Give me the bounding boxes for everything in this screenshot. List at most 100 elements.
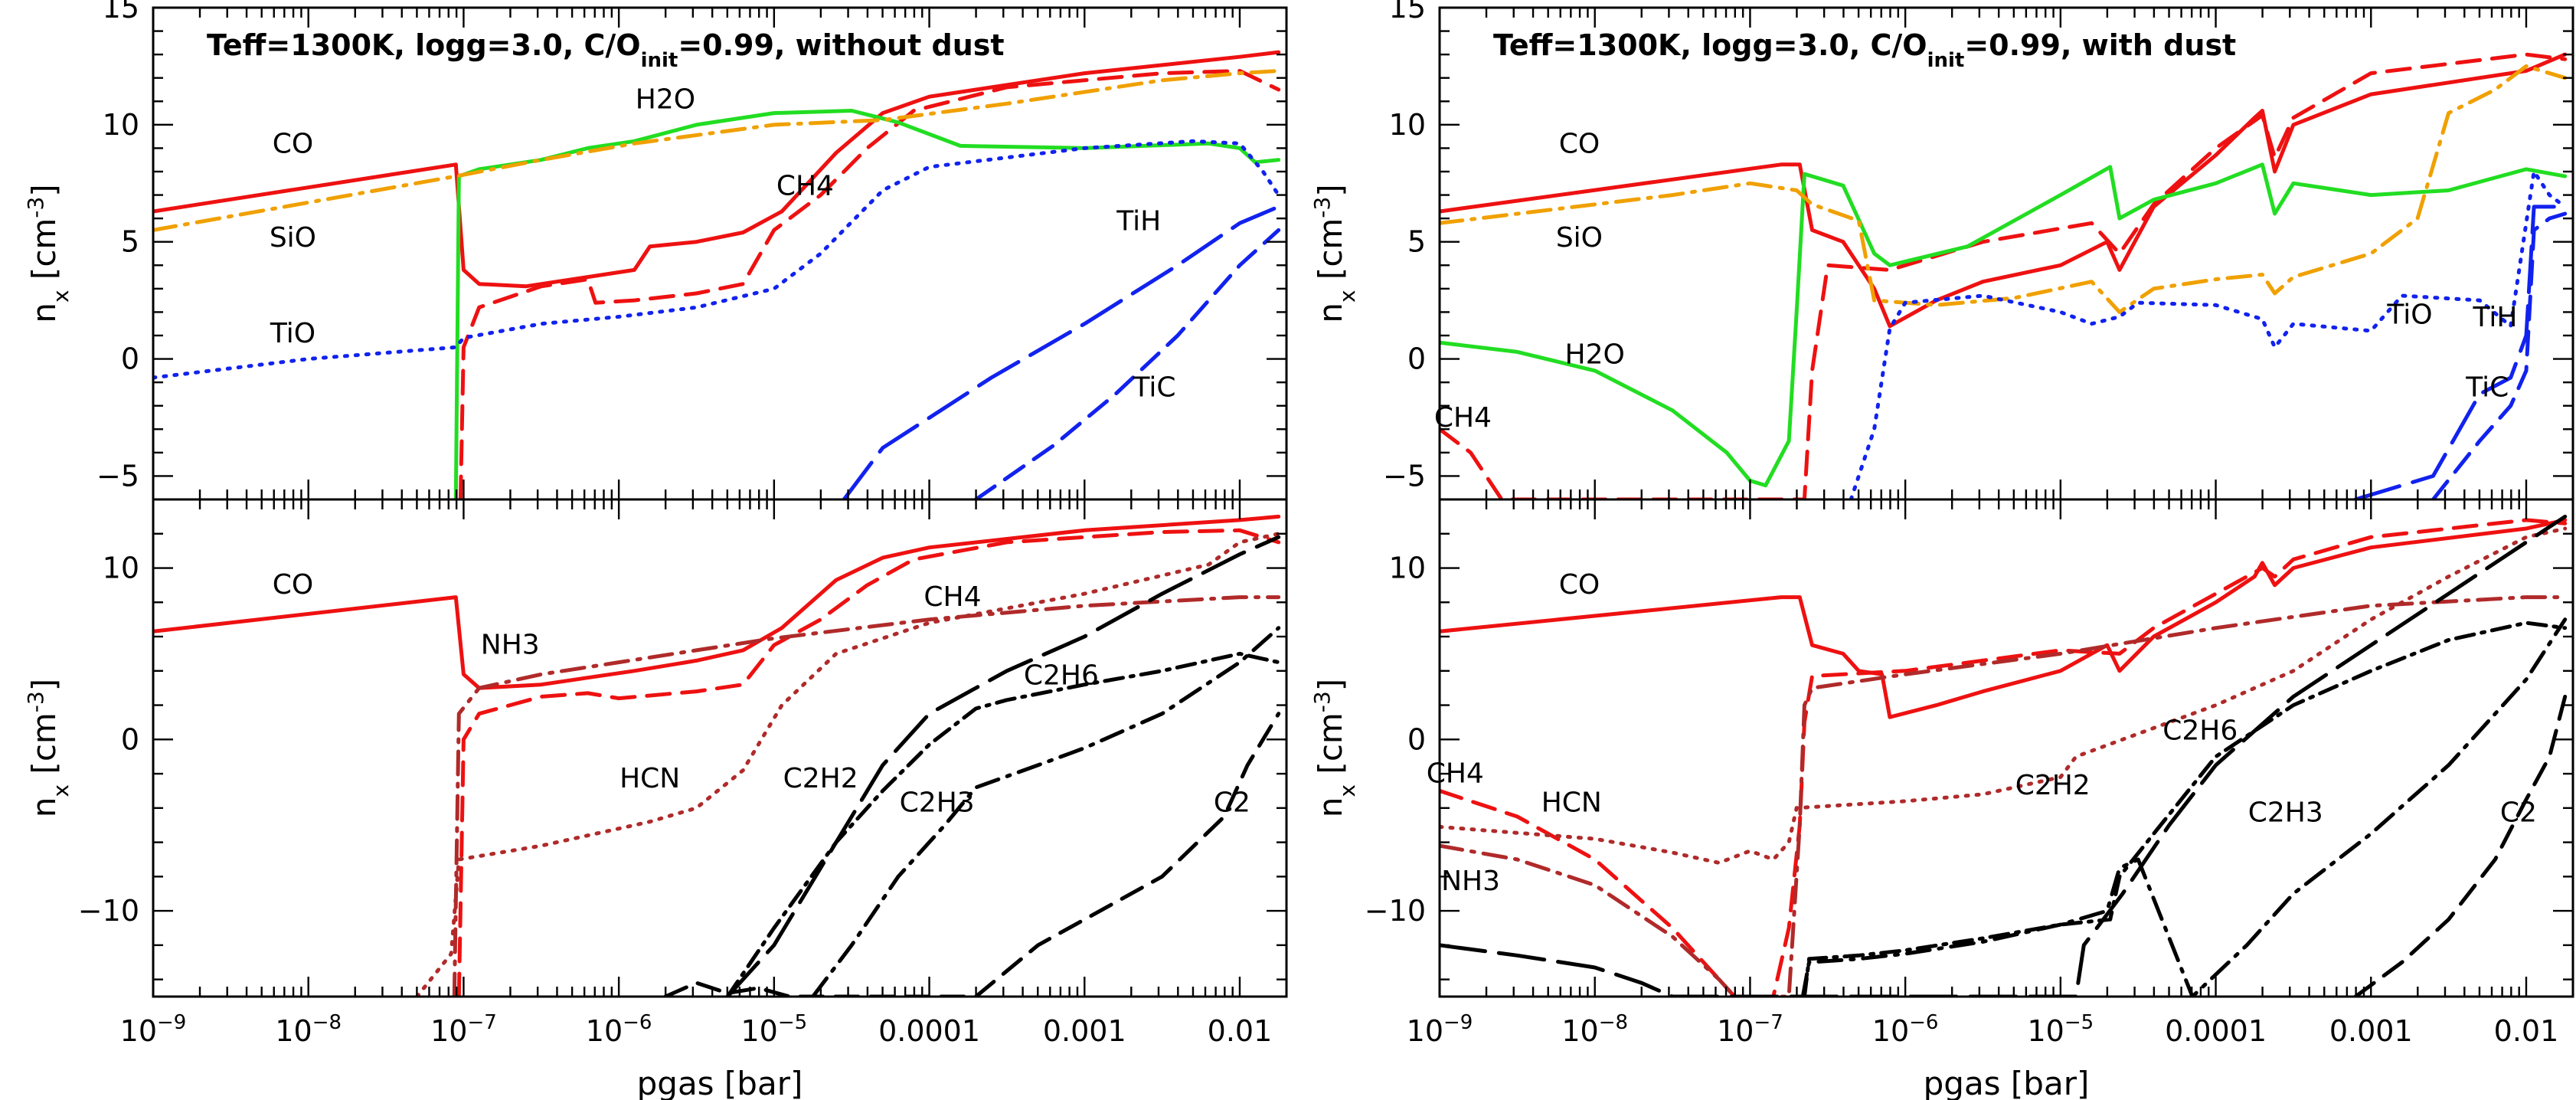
series-hcn-bottom-right <box>1440 526 2568 865</box>
series-h2o-top-left <box>453 109 1281 499</box>
y-tick-label: 10 <box>103 552 139 585</box>
plot-frame-bottom-right <box>1438 498 2574 998</box>
series-label-c2: C2 <box>1214 787 1250 818</box>
series-c2h2-bottom-left <box>725 535 1281 997</box>
series-label-tio: TiO <box>2386 300 2432 331</box>
y-tick-label: 15 <box>103 0 139 25</box>
series-label-hcn: HCN <box>619 763 680 794</box>
x-tick-label: 10−8 <box>275 1011 342 1048</box>
y-tick-label: −10 <box>1365 894 1426 928</box>
series-sio-top-left <box>153 69 1281 232</box>
series-label-co: CO <box>1559 129 1600 160</box>
panel-top-left: −5 0 5 10 15 nx [cm-3] Teff=1300K, logg=3.0, C… <box>23 0 1288 501</box>
curves-bottom-right <box>1440 514 2568 997</box>
series-label-ch4: CH4 <box>1427 758 1484 789</box>
series-ch4-bottom-right <box>1440 518 2568 997</box>
series-label-c2h2: C2H2 <box>783 763 858 794</box>
series-label-ch4: CH4 <box>1434 402 1492 434</box>
x-tick-label: 10−5 <box>741 1011 808 1048</box>
panel-title: Teff=1300K, logg=3.0, C/Oinit=0.99, with… <box>1493 28 2236 72</box>
x-tick-label: 10−6 <box>1872 1011 1939 1048</box>
x-tick-label: 10−9 <box>120 1011 187 1048</box>
series-label-c2h3: C2H3 <box>900 787 975 818</box>
series-sio-top-right <box>1440 64 2568 314</box>
x-tick-label: 0.001 <box>2329 1014 2413 1048</box>
series-label-sio: SiO <box>1556 222 1603 254</box>
series-ch4-top-left <box>458 69 1281 499</box>
y-tick-label: −5 <box>1383 459 1426 493</box>
series-c2h6-bottom-left <box>725 651 1281 997</box>
series-tic-top-left <box>973 228 1281 499</box>
series-co-top-left <box>153 50 1281 289</box>
series-h2o-top-right <box>1440 162 2568 488</box>
series-ch4-bottom-left <box>456 528 1281 997</box>
series-label-c2: C2 <box>2500 797 2537 829</box>
curves-bottom-left <box>153 514 1281 997</box>
y-axis-title: nx [cm-3] <box>1309 679 1360 817</box>
series-label-co: CO <box>273 129 313 160</box>
y-tick-label: 10 <box>1389 108 1426 142</box>
y-tick-label: 5 <box>1407 225 1426 259</box>
series-label-h2o: H2O <box>1565 339 1625 371</box>
series-co-bottom-right <box>1440 518 2568 719</box>
series-c2-bottom-right <box>2353 694 2568 997</box>
panel-bottom-right: −10 0 10 nx [cm-3] 10−9 10−8 10−7 10−6 10−5 0.000… <box>1309 498 2574 1100</box>
panel-bottom-left: −10 0 10 nx [cm-3] 10−9 10−8 10−7 10−6 10−5 0.000… <box>23 498 1288 1100</box>
series-label-ch4: CH4 <box>924 581 981 613</box>
series-co-top-right <box>1440 52 2568 329</box>
x-axis-title: pgas [bar] <box>1924 1065 2090 1100</box>
plot-frame-top-left <box>152 6 1288 501</box>
y-axis-title: nx [cm-3] <box>23 184 74 322</box>
series-label-tih: TiH <box>2472 302 2517 333</box>
x-tick-label: 0.0001 <box>2165 1014 2267 1048</box>
series-label-nh3: NH3 <box>1441 866 1500 897</box>
series-label-c2h2: C2H2 <box>2015 770 2091 801</box>
series-c2h6-bottom-right <box>1802 620 2568 997</box>
series-label-nh3: NH3 <box>481 629 540 660</box>
x-tick-label: 0.01 <box>1208 1014 1273 1048</box>
series-label-h2o: H2O <box>636 83 695 115</box>
series-label-co: CO <box>273 569 313 601</box>
series-nh3-bottom-left <box>452 595 1281 997</box>
y-tick-label: 10 <box>103 108 139 142</box>
y-tick-label: 0 <box>121 342 139 376</box>
y-tick-label: 0 <box>1407 342 1426 376</box>
series-co-bottom-left <box>153 514 1281 690</box>
y-tick-label: −5 <box>96 459 139 493</box>
y-tick-label: 15 <box>1389 0 1426 25</box>
series-label-tic: TiC <box>1132 372 1175 403</box>
series-tio-top-left <box>153 139 1281 380</box>
series-nh3-bottom-right <box>1440 595 2568 997</box>
series-label-c2h6: C2H6 <box>1024 660 1099 692</box>
series-tic-top-right <box>2431 211 2568 499</box>
series-tih-top-left <box>842 205 1281 499</box>
x-tick-label: 0.001 <box>1043 1014 1126 1048</box>
curves-top-right <box>1440 52 2568 499</box>
x-tick-label: 10−6 <box>586 1011 652 1048</box>
series-c2h3-bottom-right <box>1800 617 2568 997</box>
panel-top-right: −5 0 5 10 15 nx [cm-3] Teff=1300K, logg=3.0, C… <box>1309 0 2574 501</box>
curves-top-left <box>153 50 1281 499</box>
x-tick-label: 0.01 <box>2494 1014 2559 1048</box>
plot-frame-top-right <box>1438 6 2574 501</box>
series-c2-bottom-left <box>663 712 1281 997</box>
series-label-tic: TiC <box>2465 372 2509 403</box>
series-label-c2h3: C2H3 <box>2248 797 2323 829</box>
y-tick-label: 5 <box>121 225 139 259</box>
y-tick-label: 10 <box>1389 552 1426 585</box>
x-tick-label: 0.0001 <box>878 1014 980 1048</box>
series-label-co: CO <box>1559 569 1600 601</box>
series-label-hcn: HCN <box>1541 787 1602 818</box>
x-axis-title: pgas [bar] <box>637 1065 803 1100</box>
x-tick-label: 10−8 <box>1561 1011 1628 1048</box>
x-tick-label: 10−5 <box>2028 1011 2094 1048</box>
series-c2h2-bottom-right <box>1440 514 2568 997</box>
x-tick-label: 10−7 <box>430 1011 497 1048</box>
y-tick-label: 0 <box>121 722 139 756</box>
series-label-tih: TiH <box>1116 205 1161 237</box>
series-tio-top-right <box>1849 169 2568 499</box>
series-label-sio: SiO <box>270 222 316 254</box>
y-axis-title: nx [cm-3] <box>1309 184 1360 322</box>
series-tih-top-right <box>2353 205 2568 499</box>
y-axis-title: nx [cm-3] <box>23 679 74 817</box>
